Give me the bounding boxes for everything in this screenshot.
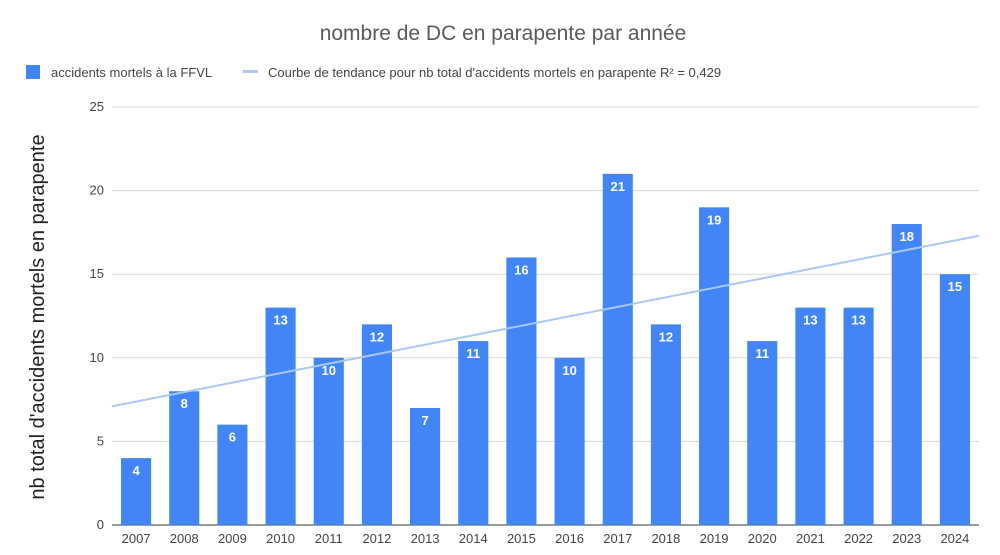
bar-value-label: 13 bbox=[273, 313, 287, 328]
x-tick-label: 2014 bbox=[459, 531, 488, 546]
y-tick-label: 15 bbox=[90, 266, 104, 281]
legend-trend-label: Courbe de tendance pour nb total d'accid… bbox=[268, 65, 721, 80]
x-tick-label: 2015 bbox=[507, 531, 536, 546]
x-tick-label: 2013 bbox=[411, 531, 440, 546]
x-tick-label: 2012 bbox=[362, 531, 391, 546]
bar-2010 bbox=[265, 307, 296, 525]
legend: accidents mortels à la FFVL Courbe de te… bbox=[26, 65, 721, 80]
bar-2012 bbox=[361, 324, 392, 525]
x-tick-label: 2024 bbox=[940, 531, 969, 546]
chart-title: nombre de DC en parapente par année bbox=[320, 22, 687, 45]
bar-value-label: 8 bbox=[181, 396, 188, 411]
bar-value-label: 19 bbox=[707, 212, 721, 227]
bar-value-label: 16 bbox=[514, 262, 528, 277]
gridlines bbox=[112, 106, 979, 526]
bar-value-label: 7 bbox=[421, 413, 428, 428]
bar-value-label: 11 bbox=[466, 346, 480, 361]
bar-2009 bbox=[217, 424, 248, 525]
bar-value-label: 6 bbox=[229, 430, 236, 445]
legend-bar-label: accidents mortels à la FFVL bbox=[51, 65, 212, 80]
bar-2013 bbox=[410, 407, 441, 525]
bar-2008 bbox=[169, 391, 200, 525]
x-tick-label: 2023 bbox=[892, 531, 921, 546]
bar-value-label: 10 bbox=[322, 363, 336, 378]
bar-2011 bbox=[313, 357, 344, 525]
x-tick-label: 2018 bbox=[651, 531, 680, 546]
bar-value-labels: 4 8 6 13 10 12 7 11 16 10 21 12 19 11 13 13 18 15 bbox=[132, 179, 962, 478]
bar-2023 bbox=[891, 224, 922, 526]
bar-2022 bbox=[843, 307, 874, 525]
x-tick-label: 2009 bbox=[218, 531, 247, 546]
bar-value-label: 4 bbox=[132, 463, 140, 478]
bars bbox=[121, 173, 970, 526]
y-tick-label: 0 bbox=[97, 517, 104, 532]
x-tick-label: 2020 bbox=[748, 531, 777, 546]
x-tick-label: 2019 bbox=[700, 531, 729, 546]
x-tick-labels: 2007 2008 2009 2010 2011 2012 2013 2014 2015 2016… bbox=[122, 531, 970, 546]
bar-2007 bbox=[121, 458, 152, 525]
x-tick-label: 2008 bbox=[170, 531, 199, 546]
bar-value-label: 13 bbox=[803, 313, 817, 328]
y-tick-labels: 0 5 10 15 20 25 bbox=[90, 99, 104, 532]
x-tick-label: 2011 bbox=[315, 531, 343, 546]
bar-value-label: 11 bbox=[755, 346, 769, 361]
trendline-line bbox=[111, 234, 980, 408]
bar-value-label: 21 bbox=[611, 179, 625, 194]
bar-value-label: 10 bbox=[562, 363, 576, 378]
bar-value-label: 15 bbox=[948, 279, 962, 294]
bar-value-label: 12 bbox=[659, 329, 673, 344]
bar-2015 bbox=[506, 257, 537, 525]
bar-2016 bbox=[554, 357, 585, 525]
y-tick-label: 10 bbox=[90, 350, 104, 365]
x-tick-label: 2022 bbox=[844, 531, 873, 546]
y-tick-label: 20 bbox=[90, 183, 104, 198]
bar-2020 bbox=[747, 341, 778, 525]
bar-value-label: 12 bbox=[370, 329, 384, 344]
trendline bbox=[111, 234, 980, 408]
legend-trend-swatch bbox=[243, 70, 258, 73]
y-tick-label: 5 bbox=[97, 433, 104, 448]
bar-2018 bbox=[650, 324, 681, 525]
legend-bar-swatch bbox=[26, 65, 40, 79]
bar-2021 bbox=[795, 307, 826, 525]
bar-value-label: 18 bbox=[900, 229, 914, 244]
bar-2017 bbox=[602, 173, 633, 525]
bar-value-label: 13 bbox=[851, 313, 865, 328]
x-tick-label: 2017 bbox=[603, 531, 632, 546]
bar-2014 bbox=[458, 341, 489, 525]
y-tick-label: 25 bbox=[90, 99, 104, 114]
bar-2024 bbox=[939, 274, 970, 525]
x-tick-label: 2016 bbox=[555, 531, 584, 546]
y-axis-title: nb total d'accidents mortels en parapent… bbox=[27, 134, 49, 499]
x-tick-label: 2021 bbox=[796, 531, 825, 546]
x-tick-label: 2007 bbox=[122, 531, 151, 546]
bar-2019 bbox=[699, 207, 730, 525]
x-tick-label: 2010 bbox=[266, 531, 295, 546]
